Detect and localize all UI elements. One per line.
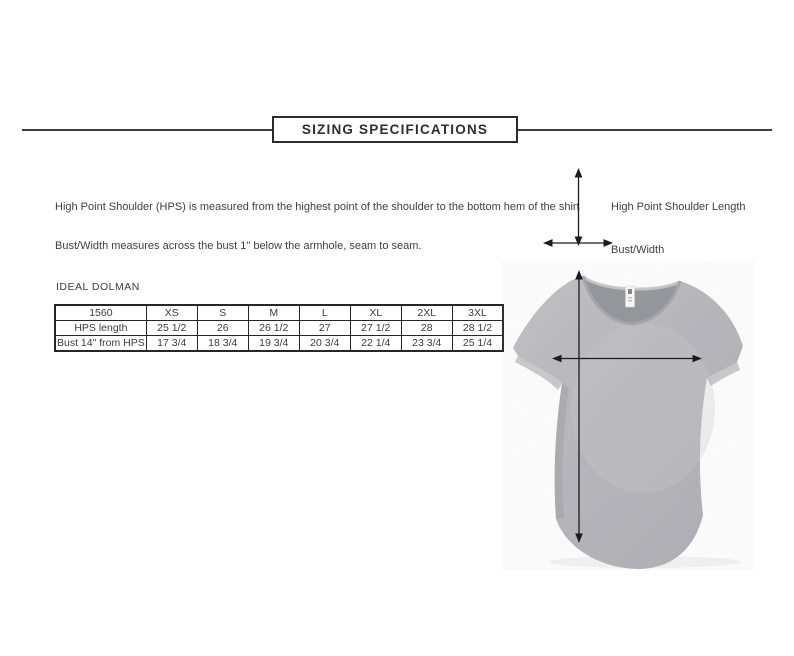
hps-definition-text: High Point Shoulder (HPS) is measured fr…: [55, 201, 580, 213]
neck-tag: [625, 285, 635, 308]
measurement-cell: 17 3/4: [145, 335, 198, 352]
measurement-cell: 18 3/4: [196, 335, 249, 352]
measurement-cell: 28: [400, 320, 453, 336]
bust-width-measure-arrow: [552, 354, 702, 363]
measurement-cell: 25 1/4: [451, 335, 504, 352]
measurement-cell: 26: [196, 320, 249, 336]
measurement-cell: 28 1/2: [451, 320, 504, 336]
title-box: SIZING SPECIFICATIONS: [272, 116, 518, 143]
bust-definition-text: Bust/Width measures across the bust 1" b…: [55, 240, 422, 252]
bust-width-legend-arrow-icon: [543, 239, 613, 247]
row-label-cell: Bust 14" from HPS: [54, 335, 147, 352]
size-header-cell: L: [298, 304, 351, 321]
page-title: SIZING SPECIFICATIONS: [301, 122, 489, 137]
measurement-cell: 25 1/2: [145, 320, 198, 336]
measurement-cell: 27 1/2: [349, 320, 402, 336]
size-header-cell: S: [196, 304, 249, 321]
size-chart-table: 1560 XS S M L XL 2XL 3XL HPS length 25 1…: [54, 304, 505, 352]
table-row-hps-length: HPS length 25 1/2 26 26 1/2 27 27 1/2 28…: [54, 320, 504, 336]
hps-length-measure-arrow: [575, 270, 583, 543]
shirt-body-group: [513, 276, 743, 569]
product-name: IDEAL DOLMAN: [56, 281, 140, 293]
size-header-cell: XS: [145, 304, 198, 321]
size-header-cell: 2XL: [400, 304, 453, 321]
hps-length-legend-arrow-icon: [574, 168, 583, 246]
style-number-cell: 1560: [54, 304, 147, 321]
size-header-cell: XL: [349, 304, 402, 321]
measurement-cell: 19 3/4: [247, 335, 300, 352]
measurement-cell: 22 1/4: [349, 335, 402, 352]
measurement-cell: 20 3/4: [298, 335, 351, 352]
row-label-cell: HPS length: [54, 320, 147, 336]
measurement-cell: 26 1/2: [247, 320, 300, 336]
dolman-shirt-photo: [513, 270, 743, 569]
table-row-sizes: 1560 XS S M L XL 2XL 3XL: [54, 304, 504, 321]
size-header-cell: M: [247, 304, 300, 321]
hps-legend-label: High Point Shoulder Length: [611, 201, 746, 213]
measurement-cell: 23 3/4: [400, 335, 453, 352]
front-collar-edge: [581, 275, 682, 326]
table-row-bust: Bust 14" from HPS 17 3/4 18 3/4 19 3/4 2…: [54, 335, 504, 352]
bust-legend-label: Bust/Width: [611, 244, 665, 256]
measurement-cell: 27: [298, 320, 351, 336]
